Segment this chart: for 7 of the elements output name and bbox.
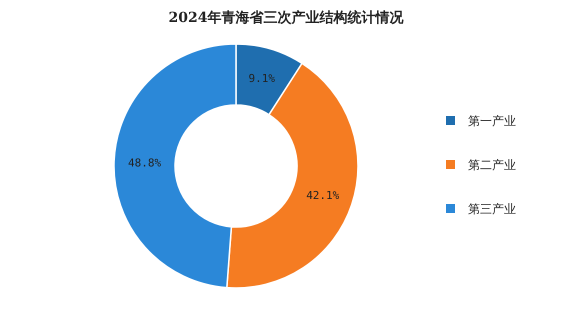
data-label: 48.8% (128, 156, 162, 170)
legend-label: 第一产业 (468, 114, 516, 128)
data-label: 42.1% (306, 189, 340, 202)
legend-label: 第二产业 (468, 158, 516, 172)
data-label: 9.1% (248, 72, 276, 86)
chart-title: 2024年青海省三次产业结构统计情况 (168, 9, 404, 26)
legend-label: 第三产业 (468, 202, 516, 216)
